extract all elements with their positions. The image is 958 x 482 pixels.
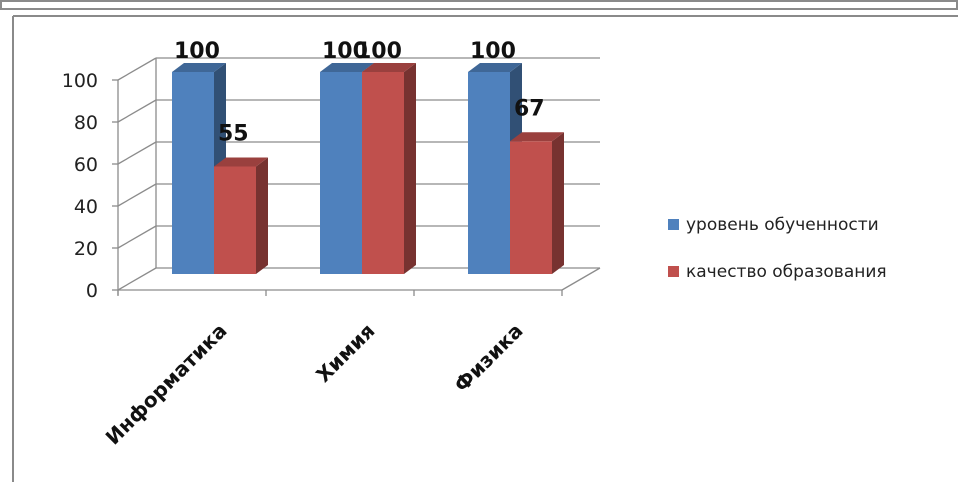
bar-top (510, 132, 564, 142)
y-tick-label: 20 (74, 238, 98, 260)
data-label: 100 (470, 39, 516, 64)
data-label: 100 (174, 39, 220, 64)
data-label: 67 (514, 96, 545, 121)
category-label: Физика (449, 319, 527, 397)
legend-swatch (668, 219, 679, 230)
wall-grid-diagonal (117, 267, 157, 291)
bar-top (362, 63, 416, 72)
y-tick-label: 0 (86, 280, 98, 302)
data-label: 100 (356, 39, 402, 64)
bar-top (172, 63, 226, 72)
bar (172, 72, 214, 274)
wall-grid-diagonal (117, 183, 157, 207)
legend-swatch (668, 266, 679, 277)
wall-grid-diagonal (117, 141, 157, 165)
bar (510, 141, 552, 274)
data-label: 100 (322, 39, 368, 64)
legend-label: качество образования (686, 262, 887, 282)
data-label: 55 (218, 122, 249, 147)
bar (320, 72, 362, 274)
bar-top (214, 157, 268, 167)
y-tick-label: 80 (74, 112, 98, 134)
wall-grid-diagonal (117, 225, 157, 249)
y-tick-label: 100 (62, 70, 98, 92)
floor-right-edge (561, 267, 601, 291)
wall-grid-diagonal (117, 57, 157, 81)
y-tick-label: 60 (74, 154, 98, 176)
y-tick-label: 40 (74, 196, 98, 218)
top-border (0, 0, 958, 10)
category-label: Химия (311, 319, 379, 387)
legend-label: уровень обученности (686, 215, 879, 235)
bar-side (404, 63, 416, 274)
bar-top (468, 63, 522, 72)
bar-side (552, 132, 564, 274)
bar (362, 72, 404, 274)
wall-grid-diagonal (117, 99, 157, 123)
bar-side (256, 157, 268, 274)
category-label: Информатика (101, 319, 232, 450)
bar (214, 166, 256, 274)
bar (468, 72, 510, 274)
bar-top (320, 63, 374, 72)
